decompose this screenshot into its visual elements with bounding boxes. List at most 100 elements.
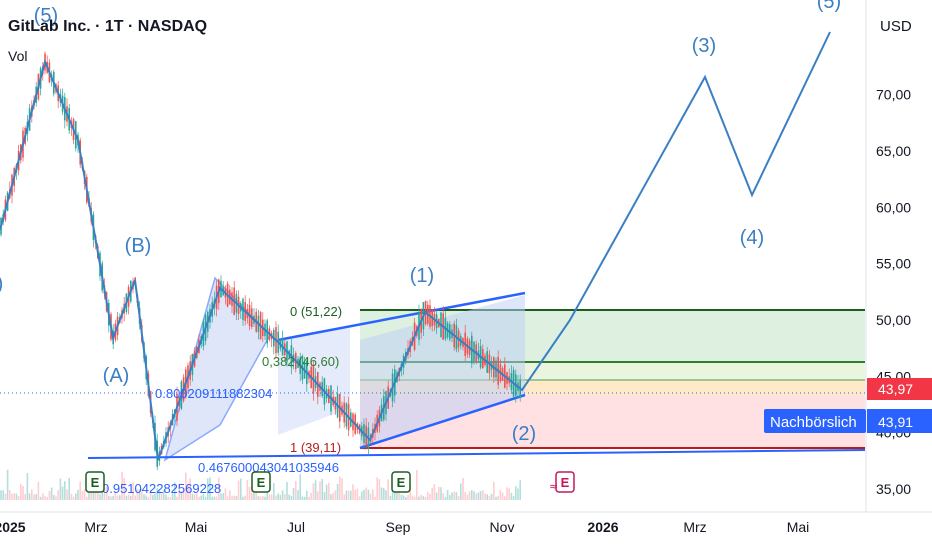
earnings-marker-1: E <box>85 471 105 493</box>
volume-bar <box>22 485 24 500</box>
volume-bar <box>290 496 293 500</box>
volume-bar <box>20 483 22 500</box>
volume-bar <box>77 489 79 500</box>
volume-bar <box>132 482 134 500</box>
volume-bar <box>387 479 389 500</box>
channel-lower-line <box>359 393 526 450</box>
volume-bar <box>235 496 238 500</box>
volume-bar <box>308 496 310 500</box>
volume-bar <box>499 490 502 500</box>
wave-labels: (5) (B) (A) (1) (2) (3) (4) (5)) <box>0 0 841 445</box>
volume-bar <box>420 494 422 500</box>
volume-bar <box>444 496 447 500</box>
volume-bars <box>0 469 521 500</box>
volume-bar <box>138 489 141 500</box>
volume-bar <box>130 495 132 500</box>
volume-bar <box>114 493 117 500</box>
volume-bar <box>328 482 330 500</box>
volume-bar <box>367 489 370 500</box>
volume-bar <box>506 487 508 500</box>
volume-bar <box>466 494 469 500</box>
volume-bar <box>493 481 495 500</box>
volume-bar <box>44 496 46 500</box>
wave-label: (4) <box>740 227 764 249</box>
volume-bar <box>295 480 297 500</box>
volume-bar <box>112 496 114 500</box>
fib-label-0: 0 (51,22) <box>290 304 342 319</box>
volume-legend[interactable]: Vol <box>8 48 28 64</box>
volume-bar <box>68 477 70 500</box>
x-tick-label: Nov <box>490 519 515 535</box>
volume-bar <box>185 472 187 500</box>
volume-bar <box>341 478 343 500</box>
volume-bar <box>244 495 246 500</box>
y-tick-label: 65,00 <box>876 143 911 159</box>
volume-bar <box>119 495 121 500</box>
channel-upper-line <box>277 291 526 342</box>
wave-label: (5) <box>34 5 58 27</box>
volume-bar <box>191 493 194 500</box>
rising-channel-polygon <box>360 295 525 448</box>
volume-bar <box>479 490 482 500</box>
currency-button[interactable]: USD <box>880 18 912 35</box>
x-tick-label: 2026 <box>587 519 618 535</box>
volume-bar <box>488 495 491 500</box>
volume-bar <box>317 491 319 500</box>
volume-bar <box>251 485 253 500</box>
volume-bar <box>160 493 163 500</box>
volume-bar <box>220 493 222 500</box>
volume-bar <box>427 491 429 500</box>
volume-bar <box>83 489 86 500</box>
volume-bar <box>31 489 33 500</box>
earnings-markers[interactable]: E E E E≈ <box>85 471 575 493</box>
volume-bar <box>378 479 381 500</box>
volume-bar <box>13 493 15 500</box>
volume-bar <box>6 469 9 500</box>
volume-bar <box>330 494 332 500</box>
volume-bar <box>292 487 295 500</box>
volume-bar <box>246 479 249 500</box>
volume-bar <box>477 492 480 500</box>
elliott-wave-path <box>0 31 831 461</box>
volume-bar <box>325 484 328 500</box>
volume-bar <box>61 486 64 500</box>
volume-bar <box>200 495 202 500</box>
volume-bar <box>501 492 504 500</box>
volume-bar <box>339 476 341 500</box>
wave-label: (1) <box>410 265 434 287</box>
volume-bar <box>143 494 145 500</box>
volume-bar <box>512 496 515 500</box>
symbol-title[interactable]: GitLab Inc. · 1T · NASDAQ <box>8 18 208 35</box>
volume-bar <box>209 477 211 500</box>
volume-bar <box>169 496 172 500</box>
volume-bar <box>17 496 20 500</box>
volume-bar <box>440 487 442 500</box>
volume-bar <box>0 490 2 500</box>
volume-bar <box>363 489 365 500</box>
volume-bar <box>279 495 282 500</box>
earnings-marker-4: E≈ <box>549 471 575 493</box>
volume-bar <box>473 491 475 500</box>
volume-bar <box>211 496 213 500</box>
fib-label-1: 1 (39,11) <box>290 440 341 455</box>
volume-bar <box>193 494 196 500</box>
volume-bar <box>46 496 48 500</box>
volume-bar <box>306 490 308 500</box>
volume-bar <box>411 495 414 500</box>
volume-bar <box>356 488 359 500</box>
volume-bar <box>2 490 4 500</box>
volume-bar <box>196 492 198 500</box>
volume-bar <box>92 487 95 500</box>
volume-bar <box>189 478 191 500</box>
volume-bar <box>64 481 66 500</box>
volume-bar <box>101 487 103 500</box>
volume-bar <box>180 491 183 500</box>
fib-lines <box>360 309 865 449</box>
volume-bar <box>15 493 18 500</box>
volume-bar <box>508 488 510 500</box>
volume-bar <box>72 496 75 500</box>
volume-bar <box>464 491 466 500</box>
volume-bar <box>438 486 440 500</box>
volume-bar <box>310 492 312 500</box>
y-tick-label: 60,00 <box>876 199 911 215</box>
